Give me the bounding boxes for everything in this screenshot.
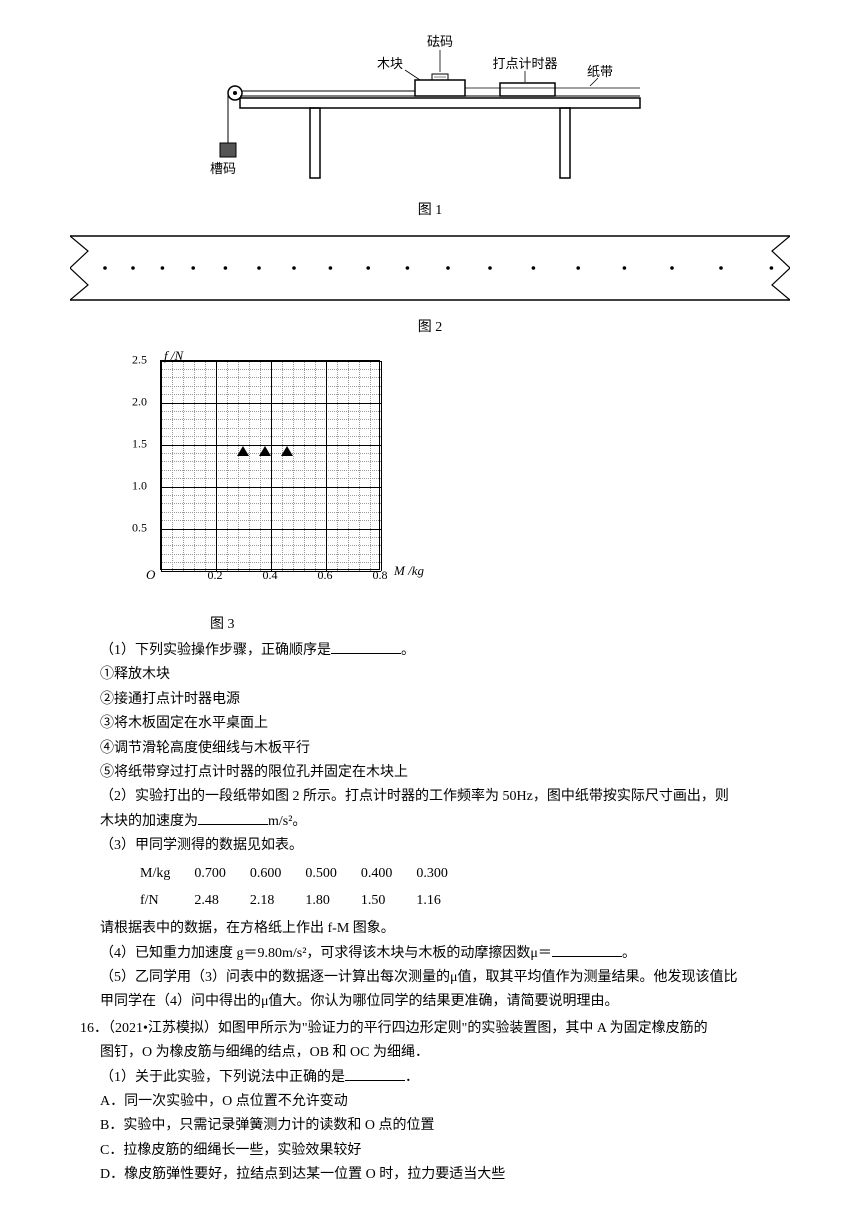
figure-3-container: f /N M /kg O 0.51.01.52.02.50.20.40.60.8 [120,350,400,610]
graph-grid [160,360,380,570]
table-row-header: M/kg 0.700 0.600 0.500 0.400 0.300 [140,861,472,887]
blank-q16 [345,1067,405,1081]
svg-text:纸带: 纸带 [587,64,613,79]
step-3: ③将木板固定在水平桌面上 [100,713,800,735]
step-5: ⑤将纸带穿过打点计时器的限位孔并固定在木块上 [100,762,800,784]
option-a: A．同一次实验中，O 点位置不允许变动 [100,1091,800,1113]
figure-3-label: 图 3 [210,614,800,636]
q15-part3-instruction: 请根据表中的数据，在方格纸上作出 f‐M 图象。 [100,918,800,940]
q15-part5-line2: 甲同学在（4）问中得出的μ值大。你认为哪位同学的结果更准确，请简要说明理由。 [100,991,800,1013]
option-c: C．拉橡皮筋的细绳长一些，实验效果较好 [100,1140,800,1162]
part2-suffix: m/s²。 [268,814,306,829]
q15-part4: （4）已知重力加速度 g＝9.80m/s²，可求得该木块与木板的动摩擦因数μ＝ 。 [100,943,800,965]
figure-2-container: 图 2 [60,231,800,340]
origin-label: O [146,565,155,586]
blank-4 [552,943,622,957]
step-1: ①释放木块 [100,664,800,686]
data-table: M/kg 0.700 0.600 0.500 0.400 0.300 f/N 2… [140,861,472,914]
option-b: B．实验中，只需记录弹簧测力计的读数和 O 点的位置 [100,1115,800,1137]
q16-prompt-suffix: ． [405,1070,419,1085]
q15-part2-line2: 木块的加速度为 m/s²。 [100,811,800,833]
option-d: D．橡皮筋弹性要好，拉结点到达某一位置 O 时，拉力要适当大些 [100,1164,800,1186]
figure-1-container: 砝码 木块 打点计时器 纸带 槽码 图 1 [60,28,800,223]
q16-header2: 图钉，O 为橡皮筋与细绳的结点，OB 和 OC 为细绳． [100,1042,800,1064]
q16-prompt-prefix: （1）关于此实验，下列说法中正确的是 [100,1070,345,1085]
figure-1-label: 图 1 [60,200,800,222]
blank-2 [198,811,268,825]
svg-text:打点计时器: 打点计时器 [492,56,557,71]
part1-suffix: 。 [401,643,415,658]
q15-part5-line1: （5）乙同学用（3）问表中的数据逐一计算出每次测量的μ值，取其平均值作为测量结果… [100,967,800,989]
q16-part1-prompt: （1）关于此实验，下列说法中正确的是 ． [100,1067,800,1089]
part4-suffix: 。 [622,946,636,961]
part4-prefix: （4）已知重力加速度 g＝9.80m/s²，可求得该木块与木板的动摩擦因数μ＝ [100,946,552,961]
svg-text:槽码: 槽码 [210,161,236,176]
step-2: ②接通打点计时器电源 [100,689,800,711]
q15-part3-prompt: （3）甲同学测得的数据见如表。 [100,835,800,857]
part1-prompt: （1）下列实验操作步骤，正确顺序是 [100,643,331,658]
part2-prefix: 木块的加速度为 [100,814,198,829]
blank-1 [331,640,401,654]
figure-2-label: 图 2 [60,317,800,339]
x-axis-title: M /kg [394,561,424,582]
apparatus-diagram: 砝码 木块 打点计时器 纸带 槽码 [180,28,680,188]
q15-part1: （1）下列实验操作步骤，正确顺序是 。 [100,640,800,662]
table-row-data: f/N 2.48 2.18 1.80 1.50 1.16 [140,888,472,914]
tape-diagram [70,231,790,305]
svg-text:木块: 木块 [377,56,403,71]
svg-text:砝码: 砝码 [427,34,453,49]
q15-part2-line1: （2）实验打出的一段纸带如图 2 所示。打点计时器的工作频率为 50Hz，图中纸… [100,786,800,808]
step-4: ④调节滑轮高度使细线与木板平行 [100,738,800,760]
q16-header: 16．（2021•江苏模拟）如图甲所示为"验证力的平行四边形定则"的实验装置图，… [80,1018,800,1040]
